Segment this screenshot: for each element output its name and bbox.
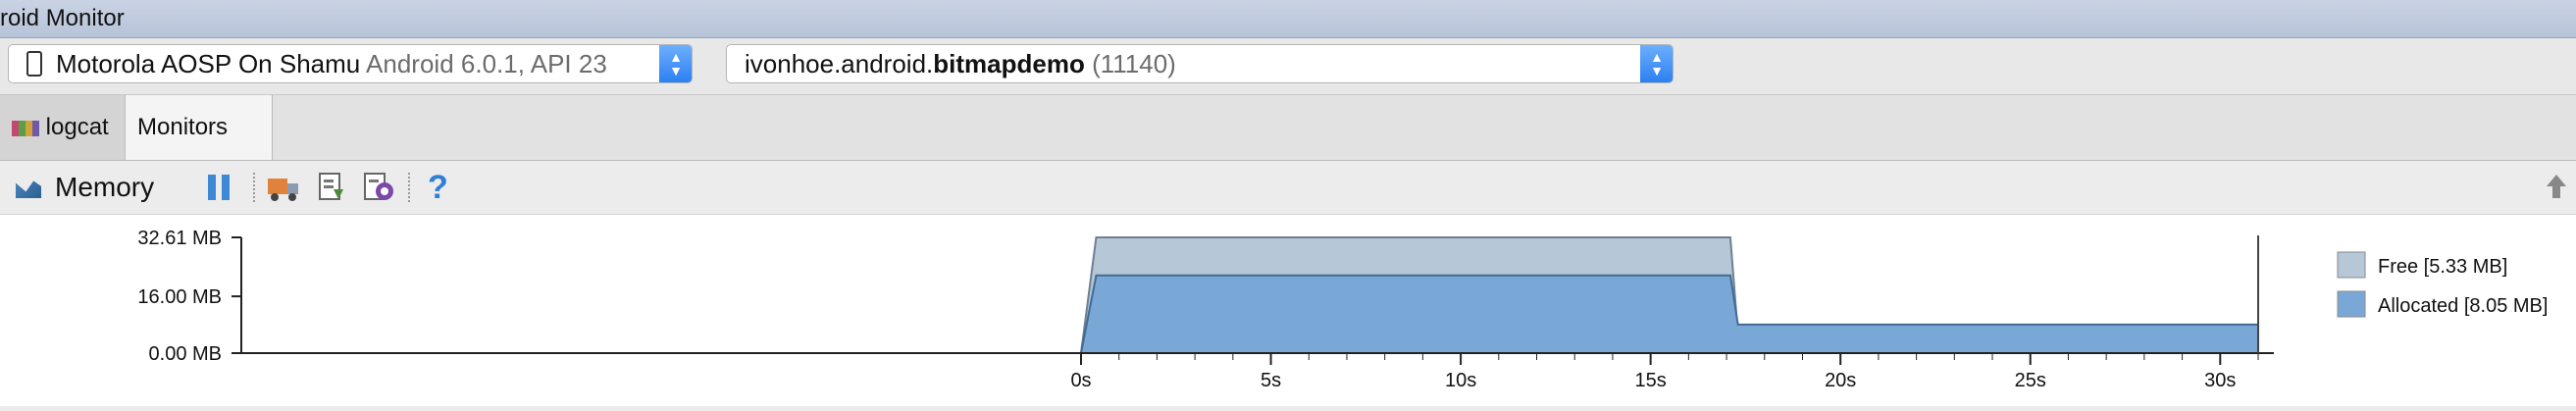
x-tick-label: 10s <box>1445 370 1476 391</box>
device-dropdown[interactable]: Motorola AOSP On Shamu Android 6.0.1, AP… <box>8 44 693 83</box>
phone-icon <box>26 51 42 77</box>
series-line-allocated <box>1080 274 2258 354</box>
logcat-icon <box>12 120 39 136</box>
y-tick-label: 0.00 MB <box>149 343 222 365</box>
x-tick-label: 0s <box>1070 370 1091 391</box>
process-dropdown[interactable]: ivonhoe.android.bitmapdemo (11140) ▲ ▼ <box>726 44 1674 83</box>
tab-monitors-label: Monitors <box>137 114 229 140</box>
help-icon[interactable]: ? <box>428 168 448 206</box>
allocation-tracker-icon[interactable] <box>363 171 396 204</box>
pause-icon[interactable] <box>208 171 230 204</box>
dump-heap-icon[interactable] <box>318 171 345 204</box>
device-details: Android 6.0.1, API 23 <box>366 49 607 78</box>
window-title-bar: roid Monitor <box>0 0 2576 38</box>
gc-truck-icon[interactable] <box>267 171 300 204</box>
toolbar-separator <box>253 173 255 202</box>
device-name: Motorola AOSP On Shamu <box>56 49 361 78</box>
package-prefix: ivonhoe.android. <box>745 49 934 78</box>
restore-layout-icon-stem <box>2552 186 2560 198</box>
x-tick-label: 5s <box>1261 370 1281 391</box>
package-name: bitmapdemo <box>933 49 1085 78</box>
x-tick-label: 15s <box>1635 370 1667 391</box>
chevron-updown-icon[interactable]: ▲ ▼ <box>659 45 692 82</box>
tool-tabs: logcat Monitors →▪ <box>0 95 2576 203</box>
legend-label-allocated: Allocated [8.05 MB] <box>2378 295 2548 317</box>
tab-logcat[interactable]: logcat <box>0 95 126 160</box>
x-tick-label: 20s <box>1825 370 1856 391</box>
legend-swatch-free <box>2337 251 2366 279</box>
legend-label-free: Free [5.33 MB] <box>2378 256 2507 278</box>
series-area-allocated <box>1081 275 2258 353</box>
process-id: (11140) <box>1092 49 1176 78</box>
restore-layout-icon[interactable] <box>2547 175 2566 186</box>
memory-chart-area: 32.61 MB 16.00 MB 0.00 MB 0s 5s 10s 15s 20s 25s 3… <box>0 215 2576 406</box>
memory-title: Memory <box>55 172 155 202</box>
window-title: roid Monitor <box>0 5 125 31</box>
memory-chart: 32.61 MB 16.00 MB 0.00 MB 0s 5s 10s 15s 20s 25s 3… <box>137 228 2548 391</box>
memory-toolbar: Memory ? <box>0 161 2576 215</box>
toolbar-separator <box>408 173 410 202</box>
tab-logcat-label: logcat <box>45 114 109 140</box>
memory-chart-icon <box>16 180 41 198</box>
legend-swatch-allocated <box>2337 290 2366 318</box>
tab-monitors[interactable]: Monitors →▪ <box>126 95 273 203</box>
chevron-updown-icon[interactable]: ▲ ▼ <box>1640 45 1673 82</box>
x-tick-label: 25s <box>2015 370 2046 391</box>
selector-bar: Motorola AOSP On Shamu Android 6.0.1, AP… <box>0 38 2576 95</box>
y-tick-label: 32.61 MB <box>137 228 222 249</box>
x-tick-label: 30s <box>2204 370 2236 391</box>
y-tick-label: 16.00 MB <box>137 286 222 308</box>
